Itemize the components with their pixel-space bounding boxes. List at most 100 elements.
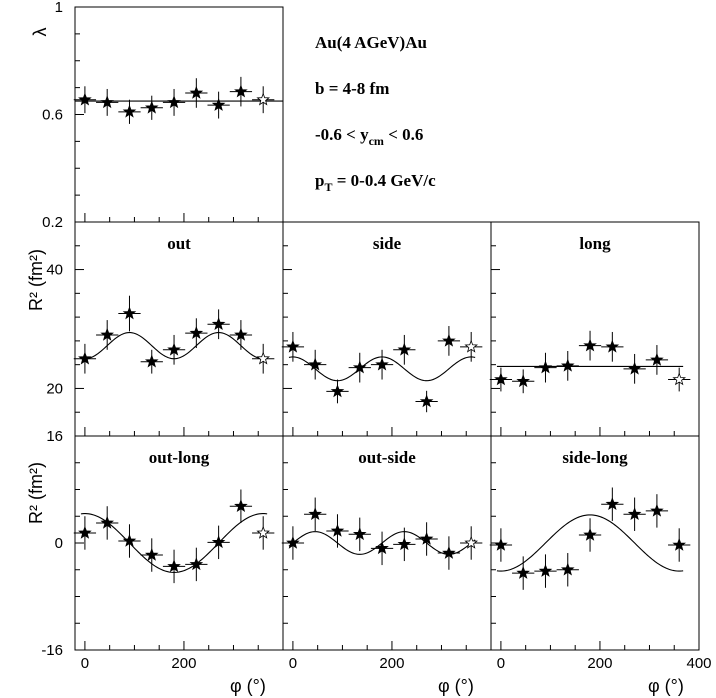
panel-long-point-marker <box>650 352 664 366</box>
panel-side-long-point <box>601 487 624 521</box>
xlabel-3: φ (°) <box>648 676 684 696</box>
lambda-panel-point-marker <box>167 95 181 109</box>
panel-side-point-marker <box>352 360 367 374</box>
panel-out-long-point-marker <box>78 525 92 539</box>
panel-side-point <box>281 331 305 362</box>
panel-out-side-title: out-side <box>358 448 416 467</box>
panel-side-long-point <box>556 553 579 587</box>
info-rapidity-post: < 0.6 <box>384 125 423 144</box>
panel-side-point-marker <box>286 339 300 353</box>
panel-out-long-frame <box>74 435 284 651</box>
panel-side-long: side-long <box>489 435 700 651</box>
row3-ytick-label: 0 <box>55 535 63 552</box>
lambda-panel-point-marker <box>234 84 248 98</box>
panel-long-point-marker <box>627 361 642 375</box>
panel-out-point-marker <box>78 351 92 365</box>
panel-out-point-marker <box>100 327 114 341</box>
panel-side-long-point-marker <box>672 537 686 551</box>
panel-out-side-point <box>326 514 349 548</box>
xtick-label-col1: 200 <box>171 655 196 672</box>
panel-out-point-marker <box>234 327 248 341</box>
panel-side-point-marker <box>375 357 389 371</box>
panel-out-side-point-marker <box>308 507 322 521</box>
panel-side-point <box>304 349 327 380</box>
info-system: Au(4 AGeV)Au <box>315 33 427 52</box>
panel-side-long-point <box>489 528 513 562</box>
panel-out-long-point <box>118 524 141 558</box>
panel-out-point <box>118 295 141 332</box>
panel-out-side-point-marker <box>419 531 434 545</box>
panel-long-frame <box>490 221 700 437</box>
panel-out-point <box>162 334 186 365</box>
panel-side-long-point <box>512 556 535 590</box>
panel-out-long-point-marker <box>211 535 226 549</box>
panel-side-long-point <box>623 497 646 531</box>
panel-out-long-point <box>162 549 186 584</box>
xtick-label-col1: 0 <box>81 655 89 672</box>
panel-out-side-frame <box>282 435 492 651</box>
panel-long-point <box>512 369 535 394</box>
panel-out-point-marker <box>211 317 226 331</box>
ylabel-row2: R² (fm²) <box>26 249 46 311</box>
panel-out-long-point-marker <box>256 525 270 539</box>
panel-out-side-point-marker <box>397 537 412 551</box>
panel-out-point-marker <box>122 306 137 320</box>
info-pt-post: = 0-0.4 GeV/c <box>332 171 436 190</box>
panel-out-side-point <box>437 536 461 570</box>
panel-long-point-marker <box>605 339 620 353</box>
row2-ytick-label: 20 <box>46 380 63 397</box>
panel-out-point-marker <box>256 351 270 365</box>
panel-long: long <box>489 221 700 437</box>
lambda-ytick-label: 1 <box>55 0 63 16</box>
panel-out-side-point <box>348 517 371 552</box>
info-rapidity: -0.6 < ycm < 0.6 <box>315 125 423 148</box>
panel-long-point <box>534 352 557 383</box>
lambda-panel: 1 0.6 0.2 <box>42 0 284 231</box>
panel-long-point-marker <box>672 372 686 386</box>
lambda-panel-point-marker <box>122 104 137 118</box>
panel-side-long-point-marker <box>627 507 642 521</box>
ylabel-row3: R² (fm²) <box>26 462 46 524</box>
xlabel-2: φ (°) <box>438 676 474 696</box>
panel-side-point <box>460 331 483 362</box>
panel-out: out <box>73 221 284 437</box>
panel-side-point <box>348 352 371 383</box>
panel-side-long-point <box>668 528 691 562</box>
panel-out-long-point <box>185 547 208 582</box>
panel-side-long-point-marker <box>516 565 530 579</box>
lambda-panel-point <box>229 76 253 107</box>
lambda-ytick-label: 0.6 <box>42 107 63 124</box>
panel-side-long-frame <box>490 435 700 651</box>
lambda-panel-point <box>140 95 163 120</box>
lambda-panel-point-marker <box>211 97 226 111</box>
panel-out-side-point-marker <box>375 541 389 555</box>
panel-side-point <box>326 379 349 404</box>
panel-side-point <box>437 326 461 356</box>
panel-long-title: long <box>579 234 611 253</box>
panel-side-point-marker <box>442 333 456 347</box>
panel-out-point-marker <box>144 354 159 368</box>
panel-long-point <box>556 350 579 381</box>
panel-out-point <box>96 320 119 350</box>
panel-out-point <box>185 318 208 349</box>
lambda-panel-point <box>185 78 208 108</box>
panel-out-side-point <box>304 497 327 531</box>
row3-panels: out-long out-side side-long 16 0 -16 0 200 0 200 0… <box>41 428 711 672</box>
panel-side-point-marker <box>397 342 412 356</box>
lambda-panel-point <box>73 86 97 114</box>
lambda-ytick-label: 0.2 <box>42 214 63 231</box>
xtick-label-col2: 200 <box>379 655 404 672</box>
xlabel-1: φ (°) <box>230 676 266 696</box>
panel-long-point <box>489 367 513 392</box>
panel-out-side-point <box>281 526 305 560</box>
panel-out-title: out <box>167 234 191 253</box>
panel-side-long-title: side-long <box>562 448 628 467</box>
panel-long-point <box>623 353 646 384</box>
lambda-panel-point <box>252 86 275 114</box>
panel-out-side: out-side <box>281 435 492 651</box>
panel-out-side-point-marker <box>286 535 300 549</box>
lambda-panel-point <box>162 88 186 116</box>
panel-long-point <box>578 330 602 361</box>
panel-side-long-point-marker <box>494 537 508 551</box>
